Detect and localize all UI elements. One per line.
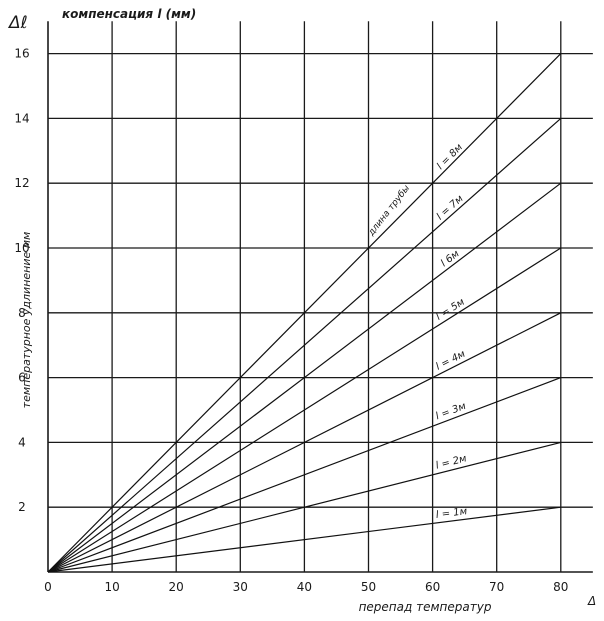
y-tick-label: 4 xyxy=(18,435,26,449)
series-label: l = 7м xyxy=(435,193,466,222)
x-tick-label: 20 xyxy=(169,580,184,594)
x-tick-label: 40 xyxy=(297,580,312,594)
y-axis-label: температурное удлинение мм xyxy=(20,232,33,409)
series-lines xyxy=(47,53,562,573)
series-line xyxy=(47,312,562,573)
x-tick-label: 30 xyxy=(233,580,248,594)
series-line xyxy=(47,441,561,573)
x-tick-label: 0 xyxy=(44,580,52,594)
x-axis-label: перепад температур xyxy=(359,600,492,614)
y-tick-label: 14 xyxy=(14,111,29,125)
series-line xyxy=(47,377,562,573)
x-tick-label: 80 xyxy=(553,580,568,594)
series-labels: l = 8мl = 7мl 6мl = 5мl = 4мl = 3мl = 2м… xyxy=(434,142,468,521)
x-tick-label: 10 xyxy=(104,580,119,594)
y-tick-label: 10 xyxy=(14,241,29,255)
series-label: l = 2м xyxy=(435,453,469,471)
tick-labels: 0 10 20 30 40 50 60 70 80 2 4 6 8 10 12 14 16 xyxy=(14,47,568,594)
x-corner-symbol: Δ xyxy=(587,594,596,608)
chart-title: компенсация l (мм) xyxy=(62,7,196,21)
series-line xyxy=(47,53,562,573)
y-tick-label: 2 xyxy=(18,500,26,514)
y-tick-label: 12 xyxy=(14,176,29,190)
grid xyxy=(47,21,593,573)
series-line xyxy=(47,506,561,573)
x-tick-label: 60 xyxy=(425,580,440,594)
y-corner-symbol: Δℓ xyxy=(7,13,28,33)
series-label: l = 8м xyxy=(435,142,465,172)
series-label: l 6м xyxy=(439,248,462,269)
y-tick-label: 6 xyxy=(18,371,26,385)
x-tick-label: 50 xyxy=(361,580,376,594)
series-line xyxy=(47,182,562,573)
series-line xyxy=(47,247,562,573)
series-label: l = 1м xyxy=(435,506,468,521)
x-tick-label: 70 xyxy=(489,580,504,594)
series-line xyxy=(47,117,562,573)
y-tick-label: 16 xyxy=(14,47,29,61)
y-tick-label: 8 xyxy=(18,306,26,320)
